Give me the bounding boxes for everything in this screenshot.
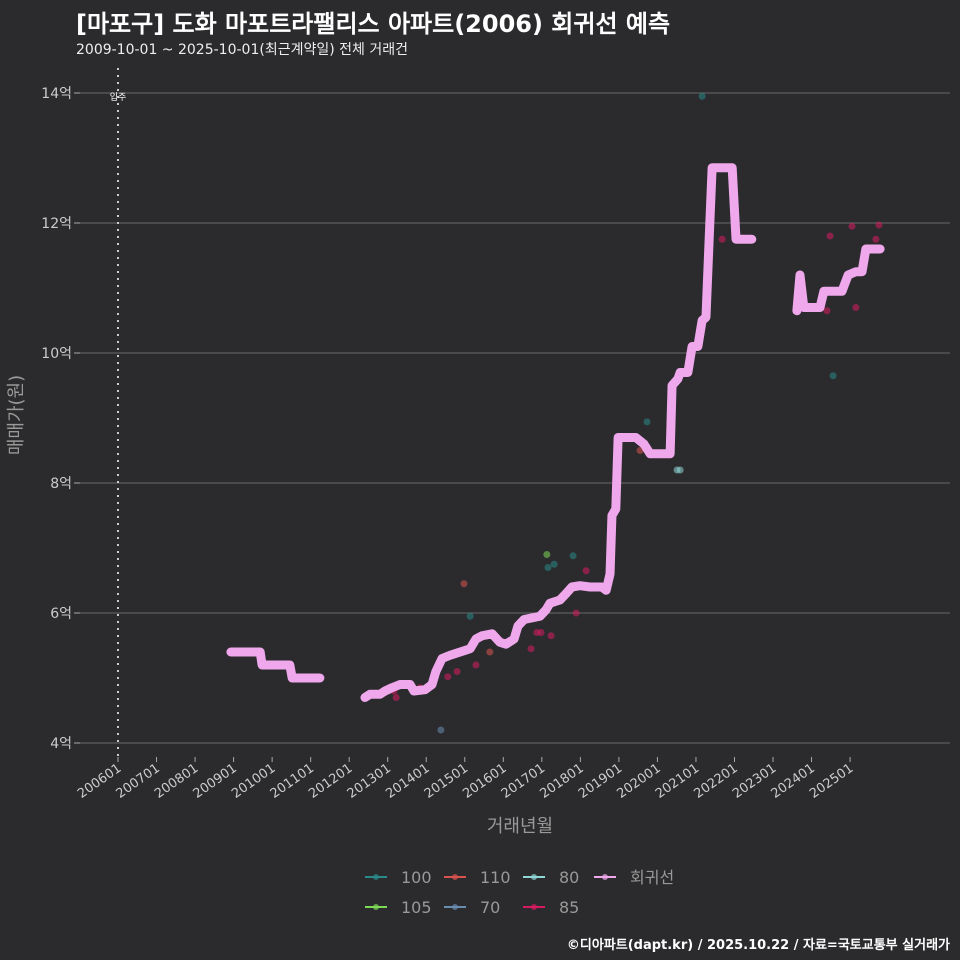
legend-key-dot xyxy=(531,904,537,910)
y-tick-label: 4억 xyxy=(50,736,72,752)
data-point xyxy=(453,668,461,675)
y-tick-label: 14억 xyxy=(41,86,72,102)
legend-label: 110 xyxy=(480,868,511,887)
data-point xyxy=(466,612,474,620)
data-point xyxy=(537,629,545,636)
data-point xyxy=(444,673,452,681)
legend-key-dot xyxy=(531,874,537,880)
data-point xyxy=(872,235,880,243)
legend-key-dot xyxy=(452,904,458,910)
x-axis-label: 거래년월 xyxy=(487,816,553,837)
legend-key-dot xyxy=(602,874,608,880)
legend-label: 105 xyxy=(401,898,432,917)
legend-label: 100 xyxy=(401,868,432,887)
data-point xyxy=(544,564,552,571)
data-point xyxy=(437,726,445,734)
y-tick-label: 8억 xyxy=(50,476,72,492)
legend-label: 회귀선 xyxy=(630,868,674,887)
data-point xyxy=(823,307,831,315)
y-tick-label: 6억 xyxy=(50,606,72,622)
data-point xyxy=(569,552,577,560)
regression-line xyxy=(360,163,757,702)
data-point xyxy=(392,694,400,701)
y-axis-label: 매매가(원) xyxy=(6,375,27,455)
data-point xyxy=(698,92,706,100)
data-point xyxy=(550,560,558,568)
data-point xyxy=(829,372,837,380)
chart-title: [마포구] 도화 마포트라팰리스 아파트(2006) 회귀선 예측 xyxy=(76,10,671,38)
y-tick-label: 10억 xyxy=(41,346,72,362)
data-point xyxy=(486,648,494,656)
legend-key-dot xyxy=(452,874,458,880)
data-point xyxy=(848,222,856,230)
y-tick-label: 12억 xyxy=(41,216,72,232)
caption: ©디아파트(dapt.kr) / 2025.10.22 / 자료=국토교통부 실… xyxy=(566,938,950,953)
annotation-label: 입주 xyxy=(110,91,127,103)
data-point xyxy=(582,567,590,575)
legend-label: 80 xyxy=(559,868,579,887)
data-point xyxy=(852,304,860,311)
legend-key-dot xyxy=(373,874,379,880)
regression-line xyxy=(792,244,885,316)
data-point xyxy=(718,235,726,243)
data-point xyxy=(527,645,535,653)
x-tick-label: 202501 xyxy=(807,761,856,802)
data-point xyxy=(643,418,651,426)
chart-subtitle: 2009-10-01 ~ 2025-10-01(최근계약일) 전체 거래건 xyxy=(76,42,408,58)
regression-line xyxy=(226,647,325,683)
data-point xyxy=(547,632,555,640)
data-point xyxy=(472,661,480,669)
legend-label: 70 xyxy=(480,898,500,917)
data-point xyxy=(572,609,580,617)
legend-key-dot xyxy=(373,904,379,910)
data-point xyxy=(543,551,551,558)
data-point xyxy=(460,580,468,588)
data-point xyxy=(875,221,883,229)
legend-label: 85 xyxy=(559,898,579,917)
data-point xyxy=(676,466,684,474)
data-point xyxy=(826,232,834,240)
